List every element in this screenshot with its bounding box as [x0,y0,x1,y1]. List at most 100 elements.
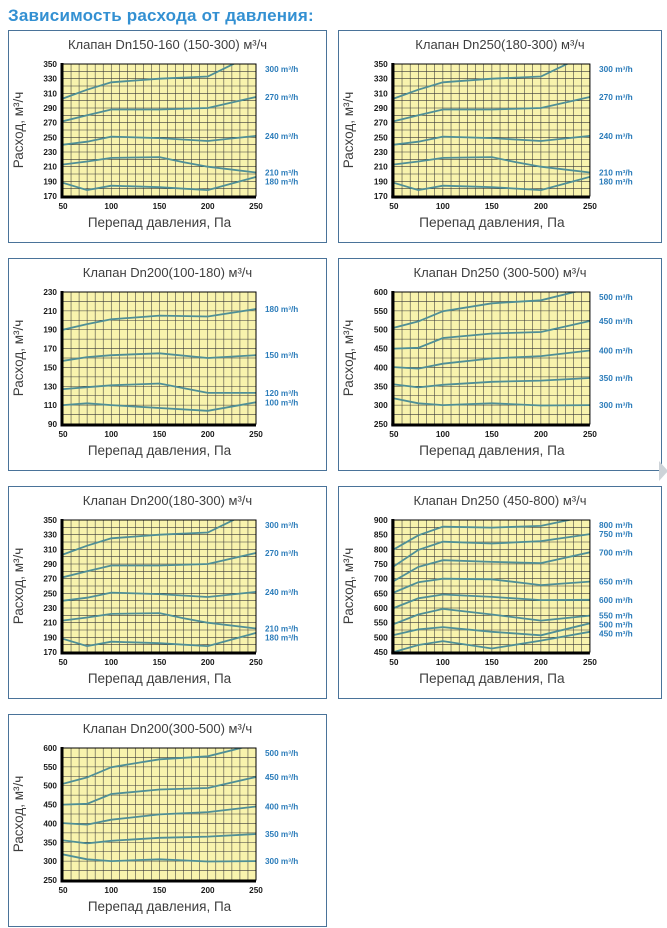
svg-text:450 m³/h: 450 m³/h [599,317,633,326]
svg-text:300: 300 [43,857,57,866]
svg-text:100 m³/h: 100 m³/h [265,398,298,407]
svg-text:100: 100 [436,202,450,211]
svg-text:210: 210 [43,619,57,628]
svg-text:180 m³/h: 180 m³/h [265,178,298,187]
svg-text:190: 190 [374,177,388,186]
svg-text:450 m³/h: 450 m³/h [265,773,298,782]
chart-panel-6: Клапан Dn250 (450-800) м³/ч 450 500 550 600 6… [338,486,662,699]
svg-text:500 m³/h: 500 m³/h [265,749,298,758]
svg-text:270 m³/h: 270 m³/h [265,93,298,102]
svg-text:300 m³/h: 300 m³/h [265,857,298,866]
svg-text:250: 250 [249,886,263,895]
svg-text:500: 500 [374,326,388,335]
chart-plot: 450 500 550 600 650 700 750 800 850 900 50 100 150 20… [341,516,633,686]
svg-text:800: 800 [374,545,388,554]
svg-text:250: 250 [249,658,263,667]
svg-text:150: 150 [485,430,499,439]
svg-text:450: 450 [43,801,57,810]
svg-text:250: 250 [583,430,597,439]
svg-text:450: 450 [374,648,388,657]
svg-text:300 m³/h: 300 m³/h [265,65,298,74]
chart-title: Клапан Dn250 (300-500) м³/ч [413,265,587,280]
svg-text:350 m³/h: 350 m³/h [599,374,633,383]
svg-text:170: 170 [43,648,57,657]
svg-text:400: 400 [43,819,57,828]
svg-text:330: 330 [374,75,388,84]
chart-title: Клапан Dn150-160 (150-300) м³/ч [67,37,268,52]
svg-text:210 m³/h: 210 m³/h [265,169,298,178]
chart-panel-7: Клапан Dn200(300-500) м³/ч 250 300 350 400 45… [8,714,327,927]
svg-text:Перепад давления, Па: Перепад давления, Па [88,443,232,458]
svg-text:210 m³/h: 210 m³/h [599,169,633,178]
chart-panel-5: Клапан Dn200(180-300) м³/ч 170 190 210 230 25… [8,486,327,699]
svg-text:200: 200 [201,430,215,439]
svg-text:230: 230 [43,148,57,157]
svg-text:350: 350 [43,60,57,69]
svg-text:200: 200 [201,202,215,211]
svg-text:130: 130 [43,382,57,391]
svg-text:210: 210 [374,163,388,172]
svg-text:230: 230 [43,604,57,613]
svg-text:150 m³/h: 150 m³/h [265,351,298,360]
svg-text:Перепад давления, Па: Перепад давления, Па [88,671,232,686]
svg-text:350: 350 [374,382,388,391]
svg-text:50: 50 [389,430,399,439]
svg-text:200: 200 [534,658,548,667]
charts-grid: Клапан Dn150-160 (150-300) м³/ч 170 190 210… [8,30,662,927]
svg-text:50: 50 [389,202,399,211]
svg-text:Расход, м³/ч: Расход, м³/ч [11,320,26,397]
carousel-next-arrow-icon[interactable] [659,461,667,481]
svg-text:180 m³/h: 180 m³/h [265,305,298,314]
chart-title: Клапан Dn250(180-300) м³/ч [415,37,585,52]
svg-text:50: 50 [58,430,68,439]
svg-text:150: 150 [153,886,167,895]
svg-text:210 m³/h: 210 m³/h [265,625,298,634]
svg-text:200: 200 [534,202,548,211]
svg-text:310: 310 [374,89,388,98]
svg-text:250: 250 [43,133,57,142]
chart-panel-3: Клапан Dn200(100-180) м³/ч 90 110 130 150 170… [8,258,327,471]
chart-title: Клапан Dn250 (450-800) м³/ч [413,493,587,508]
svg-text:110: 110 [44,401,58,410]
svg-text:330: 330 [43,75,57,84]
svg-text:180 m³/h: 180 m³/h [265,634,298,643]
svg-text:150: 150 [43,363,57,372]
svg-text:400 m³/h: 400 m³/h [265,802,298,811]
svg-text:Расход, м³/ч: Расход, м³/ч [11,776,26,853]
svg-text:240 m³/h: 240 m³/h [265,588,298,597]
svg-text:600 m³/h: 600 m³/h [599,596,633,605]
svg-text:310: 310 [43,545,57,554]
svg-text:50: 50 [58,202,68,211]
svg-text:100: 100 [104,202,118,211]
svg-text:100: 100 [436,658,450,667]
svg-text:700: 700 [374,575,388,584]
svg-text:650: 650 [374,589,388,598]
svg-text:Перепад давления, Па: Перепад давления, Па [419,215,565,230]
chart-panel-1: Клапан Dn150-160 (150-300) м³/ч 170 190 210… [8,30,327,243]
svg-text:450: 450 [374,345,388,354]
svg-text:50: 50 [58,658,68,667]
svg-text:290: 290 [43,104,57,113]
chart-plot: 250 300 350 400 450 500 550 600 50 100 150 200 250 Пе… [341,288,633,458]
svg-text:500 m³/h: 500 m³/h [599,293,633,302]
svg-text:310: 310 [43,89,57,98]
svg-text:170: 170 [43,345,57,354]
svg-text:210: 210 [43,307,57,316]
svg-text:250: 250 [374,133,388,142]
svg-text:50: 50 [58,886,68,895]
svg-text:Перепад давления, Па: Перепад давления, Па [88,899,232,914]
chart-panel-2: Клапан Dn250(180-300) м³/ч 170 190 210 230 25… [338,30,662,243]
page-title: Зависимость расхода от давления: [8,6,314,25]
svg-text:100: 100 [104,658,118,667]
svg-text:120 m³/h: 120 m³/h [265,389,298,398]
svg-text:270 m³/h: 270 m³/h [265,549,298,558]
svg-text:190: 190 [43,326,57,335]
svg-text:200: 200 [534,430,548,439]
svg-text:250: 250 [249,430,263,439]
chart-title: Клапан Dn200(180-300) м³/ч [82,493,253,508]
svg-text:Перепад давления, Па: Перепад давления, Па [88,215,232,230]
svg-text:Расход, м³/ч: Расход, м³/ч [11,92,26,169]
svg-text:150: 150 [485,202,499,211]
svg-text:100: 100 [104,430,118,439]
svg-text:250: 250 [583,658,597,667]
